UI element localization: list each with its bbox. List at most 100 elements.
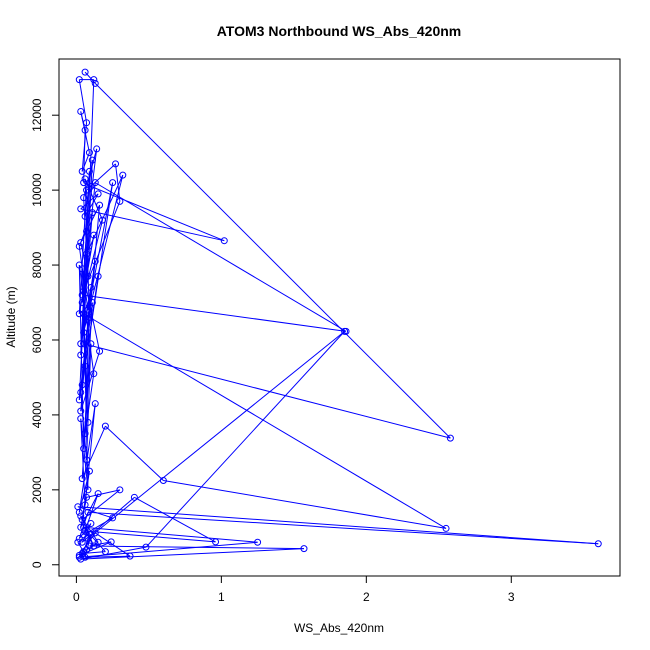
data-point <box>90 76 98 84</box>
series-lines <box>77 71 599 560</box>
data-point <box>91 529 99 537</box>
x-tick-label: 3 <box>508 590 515 604</box>
series-segment <box>83 526 106 552</box>
data-point <box>116 486 124 494</box>
data-point <box>80 328 88 336</box>
series-segment <box>86 174 124 255</box>
series-segment <box>89 545 304 550</box>
data-point <box>84 272 92 280</box>
data-point <box>109 179 117 187</box>
series-segment <box>80 546 147 560</box>
data-point <box>83 119 91 127</box>
y-tick-label: 0 <box>30 561 44 568</box>
data-point <box>94 490 102 498</box>
data-point <box>80 179 88 187</box>
data-point <box>83 250 91 258</box>
x-axis: 0 1 2 3 <box>73 575 515 604</box>
data-point <box>85 467 93 475</box>
data-point <box>84 508 92 516</box>
data-point <box>112 160 120 168</box>
data-point <box>78 291 86 299</box>
series-segment <box>78 403 96 513</box>
plot-frame <box>58 58 621 577</box>
data-point <box>78 167 86 175</box>
data-point <box>88 209 96 217</box>
data-point <box>94 190 102 198</box>
data-point <box>77 205 85 213</box>
series-segment <box>80 171 90 355</box>
data-point <box>78 381 86 389</box>
series-segment <box>79 541 258 558</box>
data-point <box>84 418 92 426</box>
data-point <box>300 545 308 553</box>
data-point <box>75 76 83 84</box>
data-point <box>77 523 85 531</box>
series-segment <box>163 479 447 529</box>
data-point <box>446 434 454 442</box>
series-segment <box>78 212 93 247</box>
data-point <box>84 535 92 543</box>
data-point <box>84 246 92 254</box>
data-point <box>254 538 262 546</box>
data-point <box>75 396 83 404</box>
data-point <box>80 310 88 318</box>
data-point <box>116 197 124 205</box>
data-point <box>77 388 85 396</box>
data-point <box>96 347 104 355</box>
data-point <box>101 422 109 430</box>
data-point <box>83 186 91 194</box>
data-point <box>75 261 83 269</box>
data-point <box>119 171 127 179</box>
data-point <box>109 514 117 522</box>
data-point <box>94 538 102 546</box>
series-segment <box>78 234 95 314</box>
series-segment <box>83 313 447 529</box>
series-segment <box>78 79 88 123</box>
data-point <box>77 239 85 247</box>
data-point <box>142 543 150 551</box>
data-point <box>220 237 228 245</box>
x-tick-label: 0 <box>73 590 80 604</box>
series-segment <box>134 496 216 543</box>
x-tick-label: 1 <box>218 590 225 604</box>
data-point <box>77 512 85 520</box>
series-segment <box>105 425 164 481</box>
data-point <box>90 370 98 378</box>
data-point <box>77 107 85 115</box>
data-point <box>84 486 92 494</box>
data-point <box>91 400 99 408</box>
series-segment <box>145 331 345 548</box>
data-point <box>98 216 106 224</box>
data-point <box>77 415 85 423</box>
data-point <box>77 340 85 348</box>
series-segment <box>80 392 88 460</box>
data-point <box>80 287 88 295</box>
data-point <box>75 310 83 318</box>
data-point <box>83 493 91 501</box>
data-point <box>80 548 88 556</box>
data-point <box>85 149 93 157</box>
data-point <box>107 538 115 546</box>
data-point <box>93 145 101 153</box>
data-point <box>83 227 91 235</box>
data-point <box>341 327 349 335</box>
data-point <box>83 456 91 464</box>
data-point <box>74 538 82 546</box>
data-point <box>80 340 88 348</box>
data-point <box>78 299 86 307</box>
series-segment <box>83 526 258 543</box>
data-point <box>78 475 86 483</box>
data-point <box>94 272 102 280</box>
data-point <box>77 407 85 415</box>
series-segment <box>83 261 96 333</box>
data-point <box>159 476 167 484</box>
data-point <box>101 548 109 556</box>
series-segment <box>82 294 347 332</box>
data-point <box>90 542 98 550</box>
data-point <box>85 542 93 550</box>
data-point <box>74 503 82 511</box>
series-segment <box>77 506 599 545</box>
data-point <box>77 351 85 359</box>
series-segment <box>78 190 88 314</box>
